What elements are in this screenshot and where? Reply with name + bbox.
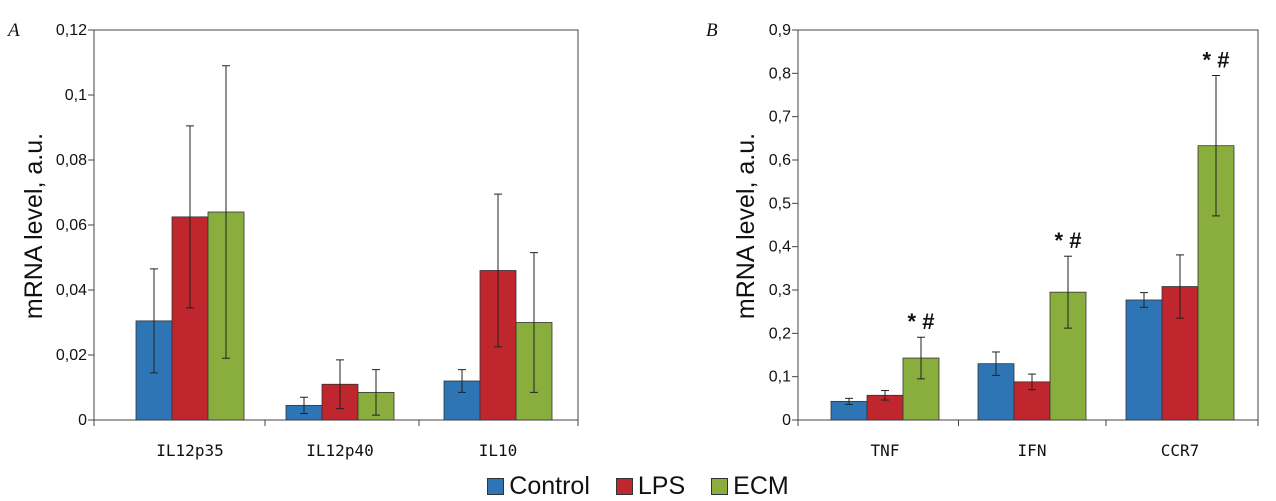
legend-swatch-lps (615, 477, 633, 495)
panel-a-category-label: IL10 (479, 441, 518, 460)
panel-b-bar-control (1125, 299, 1163, 421)
panel-b-y-tick-label: 0,8 (769, 65, 791, 82)
panel-b-significance-label: * # (908, 309, 935, 334)
panel-b-y-tick-label: 0,4 (769, 239, 791, 256)
legend-item-ecm: ECM (711, 472, 789, 501)
panel-b-y-tick-label: 0,9 (769, 22, 791, 39)
legend-item-control: Control (487, 472, 590, 501)
legend: Control LPS ECM (0, 472, 1276, 500)
panel-b-y-axis-title: mRNA level, a.u. (732, 133, 760, 319)
panel-a-y-tick-label: 0,06 (56, 217, 87, 234)
panel-b-significance-label: * # (1203, 48, 1230, 73)
panel-b-y-tick-label: 0,7 (769, 109, 791, 126)
panel-a-category-label: IL12p40 (306, 441, 373, 460)
panel-b-significance-label: * # (1055, 228, 1082, 253)
panel-b-y-tick-label: 0,3 (769, 282, 791, 299)
panel-a-y-tick-label: 0 (78, 412, 87, 429)
panel-a-y-tick-label: 0,04 (56, 282, 87, 299)
panel-a-chart: A mRNA level, a.u. 0 0,02 0,04 0,06 0,08 0,1 0… (6, 20, 579, 460)
panel-b-y-tick-label: 0,1 (769, 369, 791, 386)
legend-label-lps: LPS (637, 471, 686, 500)
legend-item-lps: LPS (615, 471, 686, 501)
legend-swatch-control (487, 477, 505, 495)
panel-b-y-tick-label: 0,6 (769, 152, 791, 169)
legend-label-ecm: ECM (733, 471, 789, 500)
panel-a-y-tick-label: 0,02 (56, 347, 87, 364)
legend-label-control: Control (509, 471, 590, 500)
panel-a-letter: A (6, 20, 20, 41)
panel-b-category-label: IFN (1018, 441, 1047, 460)
panel-b-category-label: TNF (871, 441, 900, 460)
panel-b-y-tick-label: 0,2 (769, 325, 791, 342)
panel-b-category-label: CCR7 (1161, 441, 1200, 460)
panel-a-y-tick-label: 0,12 (56, 22, 87, 39)
panel-a-y-tick-label: 0,08 (56, 152, 87, 169)
panel-b-y-tick-label: 0,5 (769, 195, 791, 212)
panel-b-y-tick-label: 0 (782, 412, 791, 429)
panel-b-chart: B mRNA level, a.u. 0 0,1 0,2 0,3 0,4 0,5 0,6 0,… (706, 20, 1259, 460)
panel-b-letter: B (706, 20, 718, 41)
panel-a-y-axis-title: mRNA level, a.u. (20, 133, 48, 319)
panel-a-y-tick-label: 0,1 (65, 87, 87, 104)
legend-swatch-ecm (711, 477, 729, 495)
panel-a-category-label: IL12p35 (156, 441, 223, 460)
